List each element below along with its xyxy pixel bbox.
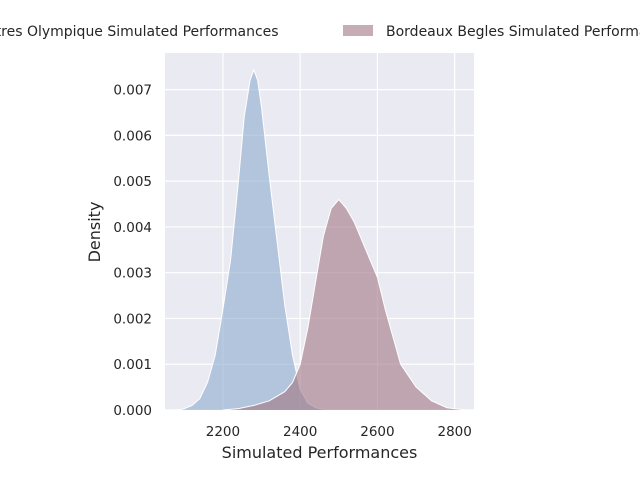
density-area-series-1 [178, 69, 332, 411]
y-tick-labels: 0.000 0.001 0.002 0.003 0.004 0.005 0.006 0.007 [113, 83, 152, 419]
x-tick-label: 2800 [438, 424, 472, 440]
y-tick-label: 0.000 [113, 403, 152, 419]
x-tick-label: 2200 [206, 424, 240, 440]
density-line-series-2 [222, 198, 467, 411]
y-tick-label: 0.002 [113, 311, 152, 327]
density-area-series-2 [222, 199, 467, 410]
x-tick-label: 2600 [360, 424, 394, 440]
y-tick-label: 0.003 [113, 266, 152, 282]
legend-swatch-series-2 [343, 25, 373, 36]
grid [165, 53, 474, 411]
y-tick-label: 0.007 [113, 83, 152, 99]
legend-label-series-2: Bordeaux Begles Simulated Performances [386, 24, 640, 40]
x-tick-label: 2400 [283, 424, 317, 440]
y-axis-label: Density [85, 202, 104, 263]
x-tick-labels: 2200 2400 2600 2800 [206, 424, 472, 440]
y-tick-label: 0.006 [113, 128, 152, 144]
y-tick-label: 0.004 [113, 220, 152, 236]
y-tick-label: 0.005 [113, 174, 152, 190]
y-tick-label: 0.001 [113, 357, 152, 373]
density-areas [178, 68, 467, 411]
legend: Castres Olympique Simulated Performances… [0, 24, 640, 40]
x-axis-label: Simulated Performances [222, 443, 418, 462]
legend-label-series-1: Castres Olympique Simulated Performances [0, 24, 279, 40]
